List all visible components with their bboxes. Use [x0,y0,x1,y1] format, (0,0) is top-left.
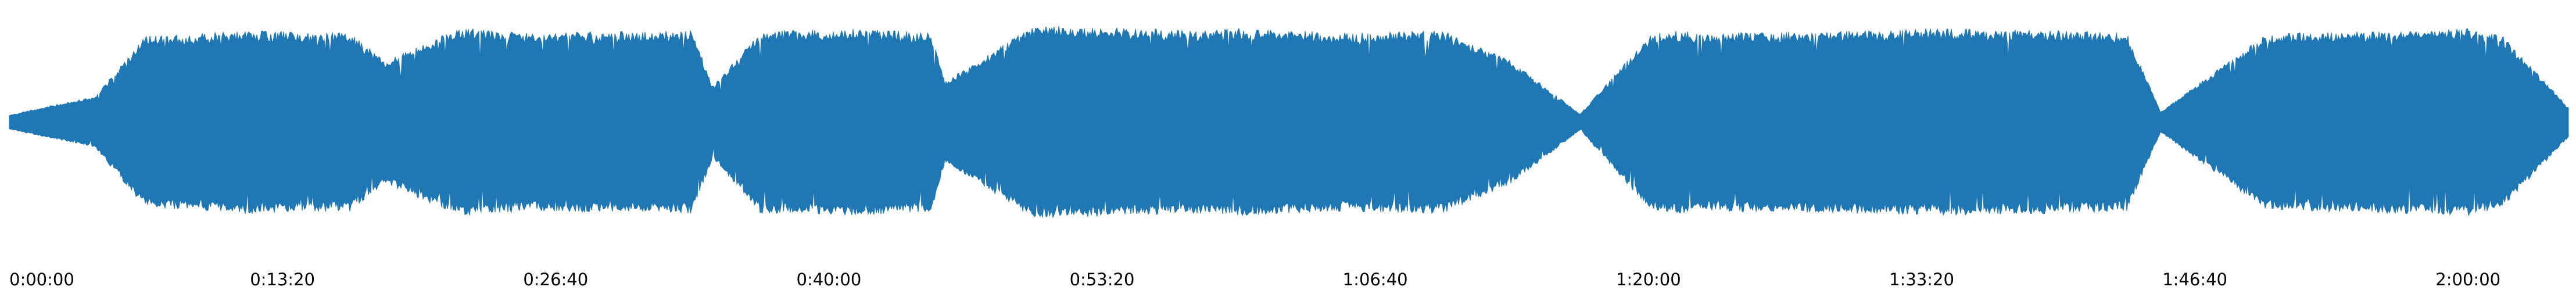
x-tick-label: 1:46:40 [2162,270,2227,289]
x-axis: 0:00:00 0:13:20 0:26:40 0:40:00 0:53:20 1:06:… [9,270,2500,289]
waveform-series [9,26,2569,218]
x-tick-label: 1:33:20 [1889,270,1954,289]
x-tick-label: 0:53:20 [1070,270,1135,289]
x-tick-label: 0:26:40 [523,270,588,289]
x-tick-label: 0:40:00 [797,270,862,289]
x-tick-label: 1:20:00 [1616,270,1681,289]
x-tick-label: 2:00:00 [2435,270,2500,289]
x-tick-label: 1:06:40 [1343,270,1408,289]
plot-area [9,26,2569,218]
x-tick-label: 0:13:20 [250,270,315,289]
x-tick-label: 0:00:00 [9,270,74,289]
